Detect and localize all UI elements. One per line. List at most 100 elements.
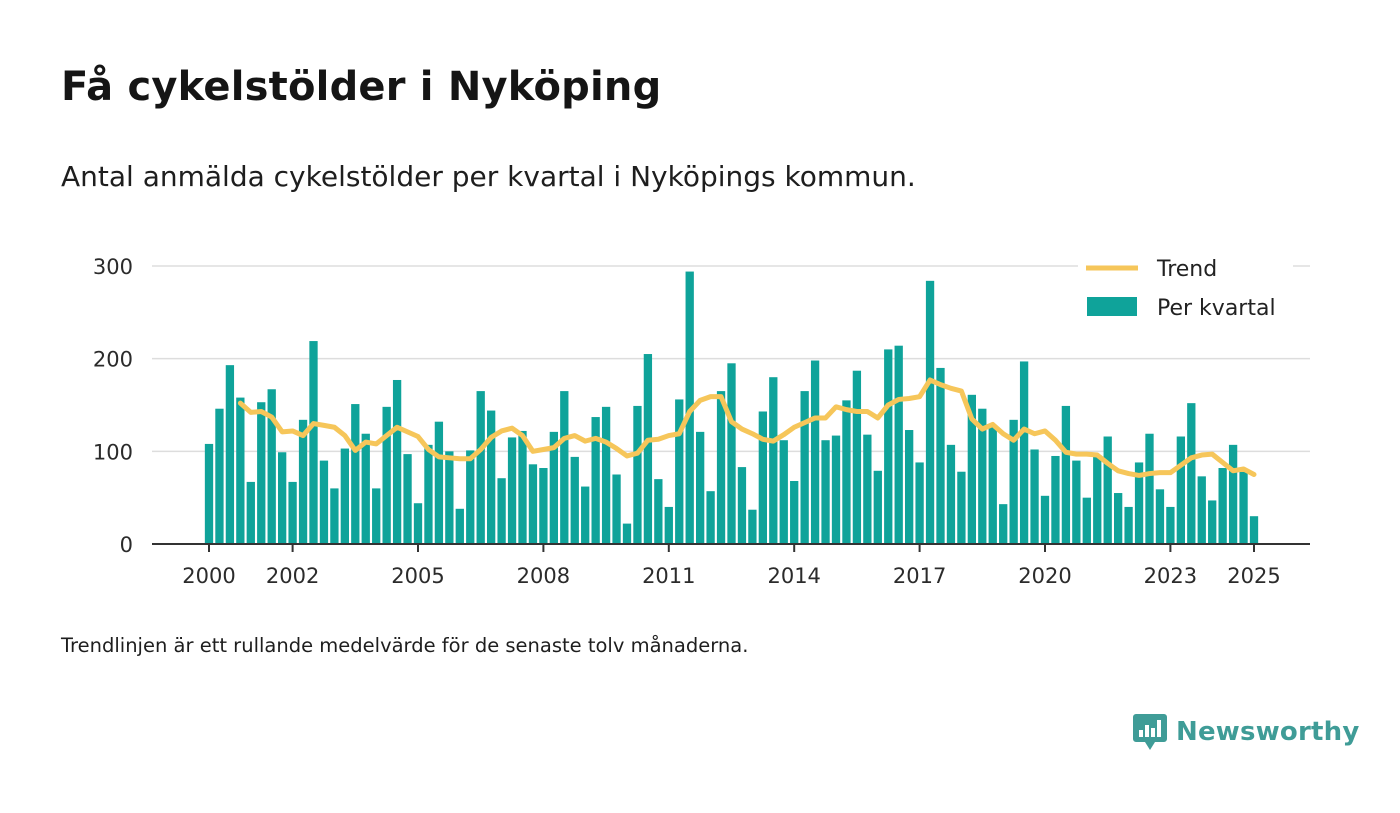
bar bbox=[445, 451, 454, 544]
bar bbox=[622, 523, 632, 544]
bar bbox=[487, 410, 496, 544]
brand-name: Newsworthy bbox=[1176, 717, 1360, 747]
bar bbox=[1093, 455, 1102, 544]
bar bbox=[1218, 468, 1227, 544]
bar bbox=[1187, 403, 1196, 544]
bar bbox=[560, 391, 569, 544]
bar bbox=[905, 430, 914, 544]
bar-line-chart: 0 100 200 300 2000 2002 2005 2008 2011 2014 2017 20… bbox=[92, 252, 1310, 588]
bar bbox=[1208, 500, 1217, 544]
bars bbox=[204, 271, 1259, 544]
bar bbox=[696, 431, 705, 544]
bar bbox=[716, 391, 726, 544]
bar bbox=[999, 504, 1008, 544]
bar bbox=[884, 349, 893, 544]
bar bbox=[288, 481, 297, 544]
bar bbox=[790, 480, 799, 544]
bar bbox=[392, 379, 402, 544]
bar bbox=[570, 456, 579, 544]
bar bbox=[1197, 476, 1206, 544]
brand-logo: Newsworthy bbox=[1133, 712, 1359, 752]
bar bbox=[1082, 497, 1091, 544]
chart-subtitle: Antal anmälda cykelstölder per kvartal i… bbox=[61, 160, 916, 193]
bar bbox=[413, 503, 423, 544]
x-tick-label: 2002 bbox=[266, 564, 319, 588]
x-tick-label: 2011 bbox=[642, 564, 695, 588]
bar-chart-badge-icon bbox=[1133, 714, 1167, 750]
bar bbox=[1176, 436, 1185, 544]
y-tick-label: 0 bbox=[120, 533, 133, 557]
bar bbox=[236, 397, 245, 544]
bar bbox=[1155, 489, 1165, 544]
bar bbox=[539, 468, 548, 544]
bar bbox=[476, 391, 485, 544]
bar bbox=[1051, 455, 1060, 544]
bar bbox=[779, 440, 788, 544]
bar bbox=[769, 377, 778, 544]
bar bbox=[1239, 468, 1248, 544]
bar bbox=[675, 399, 684, 544]
bar bbox=[925, 280, 935, 544]
x-tick-label: 2023 bbox=[1144, 564, 1197, 588]
legend-trend-label: Trend bbox=[1156, 257, 1217, 282]
bar bbox=[581, 486, 590, 544]
bar bbox=[821, 440, 830, 544]
legend: Trend Per kvartal bbox=[1078, 252, 1293, 332]
bar bbox=[1124, 506, 1133, 544]
bar bbox=[612, 474, 621, 544]
bar bbox=[1040, 495, 1050, 544]
bar bbox=[403, 454, 412, 544]
bar bbox=[957, 471, 966, 544]
bar bbox=[758, 411, 767, 544]
bar bbox=[1030, 449, 1039, 544]
bar bbox=[518, 430, 527, 544]
bar bbox=[946, 444, 956, 544]
bar bbox=[528, 464, 538, 544]
bar bbox=[1061, 405, 1071, 544]
bar bbox=[309, 341, 318, 544]
bar bbox=[664, 506, 673, 544]
bar bbox=[267, 389, 276, 544]
bar bbox=[1145, 433, 1154, 544]
bar bbox=[685, 271, 694, 544]
bar bbox=[842, 400, 851, 544]
bar bbox=[246, 481, 255, 544]
bar bbox=[1166, 506, 1175, 544]
bar bbox=[863, 434, 872, 544]
bar bbox=[978, 408, 987, 544]
bar bbox=[424, 444, 433, 544]
bar bbox=[1072, 460, 1081, 544]
x-tick-label: 2020 bbox=[1018, 564, 1071, 588]
bar bbox=[810, 360, 820, 544]
legend-bar-swatch bbox=[1087, 297, 1137, 316]
bar bbox=[466, 450, 475, 544]
x-tick-label: 2014 bbox=[767, 564, 820, 588]
bar bbox=[330, 488, 339, 544]
x-tick-label: 2005 bbox=[391, 564, 444, 588]
bar bbox=[372, 488, 381, 544]
bar bbox=[507, 437, 517, 544]
bar bbox=[936, 367, 945, 544]
bar bbox=[361, 433, 370, 544]
bar bbox=[382, 406, 391, 544]
bar bbox=[434, 421, 444, 544]
bar bbox=[643, 354, 653, 544]
bar bbox=[852, 370, 862, 544]
bar bbox=[988, 425, 997, 544]
bar bbox=[706, 491, 715, 544]
bar bbox=[204, 443, 214, 544]
y-tick-label: 300 bbox=[93, 255, 133, 279]
bar bbox=[1114, 493, 1123, 544]
bar bbox=[915, 462, 924, 544]
bar bbox=[633, 405, 642, 544]
bar bbox=[257, 402, 266, 544]
bar bbox=[894, 345, 903, 544]
bar bbox=[497, 478, 506, 544]
x-tick-label: 2008 bbox=[517, 564, 570, 588]
bar bbox=[967, 394, 976, 544]
bar bbox=[1228, 444, 1238, 544]
bar bbox=[1249, 516, 1259, 544]
bar bbox=[225, 365, 235, 544]
bar bbox=[549, 431, 558, 544]
x-tick-label: 2017 bbox=[893, 564, 946, 588]
